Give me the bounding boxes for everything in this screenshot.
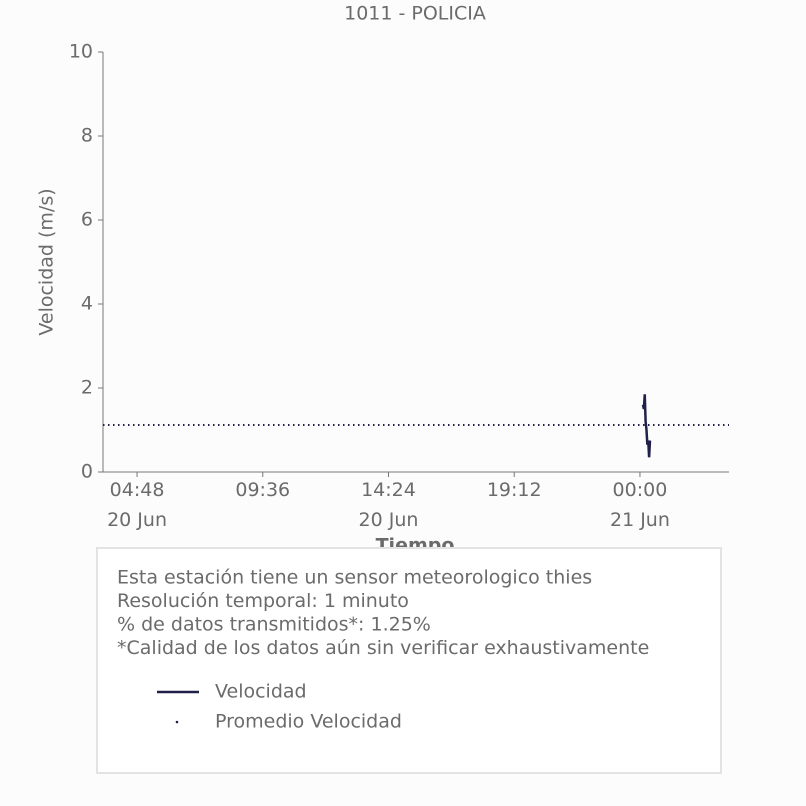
chart-title: 1011 - POLICIA — [344, 3, 486, 25]
speed-line — [641, 394, 652, 458]
info-box — [96, 547, 722, 774]
y-axis-label: Velocidad (m/s) — [36, 188, 58, 335]
x-tick-label: 19:12 — [486, 479, 542, 501]
legend-label: Velocidad — [215, 681, 307, 703]
info-text: *Calidad de los datos aún sin verificar … — [117, 637, 649, 659]
y-tick-label: 10 — [69, 41, 93, 63]
info-text: Esta estación tiene un sensor meteorolog… — [117, 567, 592, 589]
legend-label: Promedio Velocidad — [215, 711, 402, 733]
x-tick-label: 09:36 — [235, 479, 291, 501]
y-tick-label: 4 — [81, 293, 93, 315]
y-tick-label: 6 — [81, 209, 93, 231]
y-tick-label: 0 — [81, 461, 93, 483]
info-text: % de datos transmitidos*: 1.25% — [117, 614, 431, 636]
y-tick-label: 2 — [81, 377, 93, 399]
x-tick-label: 00:00 21 Jun — [609, 479, 670, 531]
info-text: Resolución temporal: 1 minuto — [117, 590, 409, 612]
x-tick-label: 04:48 20 Jun — [107, 479, 167, 531]
x-tick-label: 14:24 20 Jun — [358, 479, 419, 531]
legend-swatch — [175, 720, 179, 724]
y-tick-label: 8 — [81, 125, 93, 147]
